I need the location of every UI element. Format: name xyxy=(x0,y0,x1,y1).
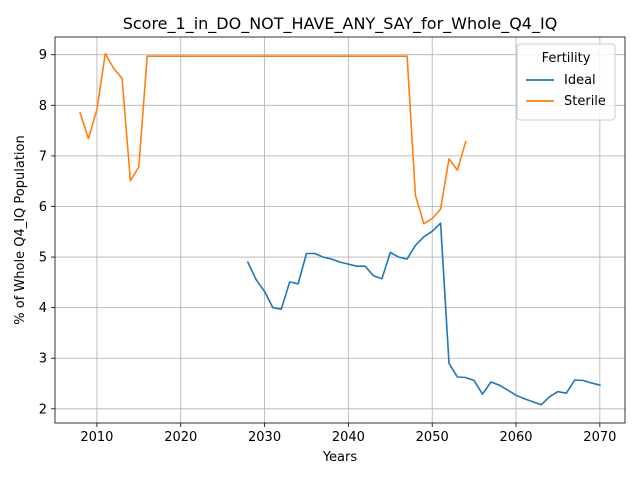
x-tick-label: 2020 xyxy=(164,430,197,445)
series-lines xyxy=(79,52,601,406)
x-tick-label: 2060 xyxy=(499,430,532,445)
y-axis-ticks: 2 3 4 5 6 7 8 9 xyxy=(39,48,55,417)
x-tick-label: 2040 xyxy=(332,430,365,445)
x-axis-title: Years xyxy=(322,450,358,465)
y-tick-label: 6 xyxy=(39,200,47,215)
legend: Fertility Ideal Sterile xyxy=(516,43,616,121)
y-tick-label: 2 xyxy=(39,402,47,417)
y-tick-label: 3 xyxy=(39,352,47,367)
y-tick-label: 4 xyxy=(39,301,47,316)
legend-label-sterile: Sterile xyxy=(564,94,606,109)
legend-title: Fertility xyxy=(542,51,591,66)
y-tick-label: 5 xyxy=(39,251,47,266)
chart-title: Score_1_in_DO_NOT_HAVE_ANY_SAY_for_Whole… xyxy=(123,14,558,34)
x-tick-label: 2010 xyxy=(80,430,113,445)
y-tick-label: 9 xyxy=(39,48,47,63)
grid-lines xyxy=(55,37,625,423)
legend-entries: Ideal Sterile xyxy=(526,73,606,109)
x-tick-label: 2070 xyxy=(583,430,616,445)
x-axis-ticks: 2010 2020 2030 2040 2050 2060 2070 xyxy=(80,423,616,445)
y-tick-label: 7 xyxy=(39,149,47,164)
x-tick-label: 2050 xyxy=(416,430,449,445)
x-tick-label: 2030 xyxy=(248,430,281,445)
plot-area-frame xyxy=(54,36,626,424)
series-line-ideal xyxy=(246,222,601,406)
legend-label-ideal: Ideal xyxy=(564,73,596,88)
y-axis-title: % of Whole Q4_IQ Population xyxy=(13,135,28,324)
series-line-sterile xyxy=(79,52,467,225)
y-tick-label: 8 xyxy=(39,99,47,114)
